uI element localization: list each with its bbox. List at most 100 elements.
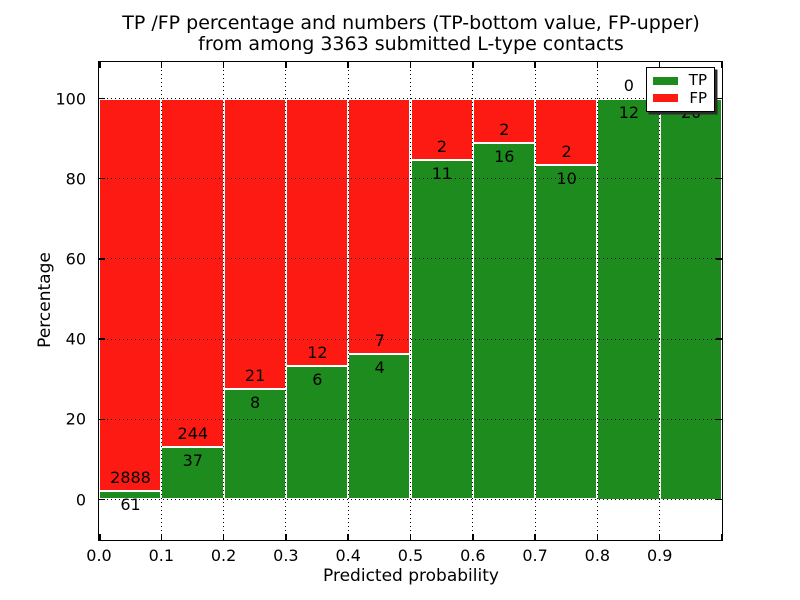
grid-line-vertical [285, 62, 287, 540]
tp-count-label: 16 [494, 147, 515, 167]
tp-count-label: 8 [250, 392, 261, 412]
legend: TP FP [646, 67, 715, 112]
fp-count-label: 21 [244, 365, 266, 385]
grid-line-horizontal [99, 258, 722, 260]
y-tick-mark [99, 177, 105, 180]
x-tick-mark [472, 62, 474, 68]
grid-line-vertical [659, 62, 661, 540]
bars-layer [99, 62, 722, 540]
tp-count-label: 6 [312, 369, 323, 389]
legend-item-tp: TP [653, 72, 707, 90]
legend-swatch-tp [653, 76, 678, 85]
x-tick-mark [472, 534, 474, 540]
x-tick-label: 0.1 [148, 546, 175, 565]
legend-item-fp: FP [653, 90, 707, 108]
x-tick-label: 0.7 [522, 546, 548, 565]
tp-count-label: 10 [556, 169, 577, 189]
x-tick-mark [285, 534, 287, 540]
y-tick-mark [99, 498, 105, 501]
grid-line-vertical [472, 62, 474, 540]
x-tick-label: 0.2 [210, 546, 237, 565]
y-tick-label: 100 [55, 89, 86, 108]
x-tick-mark [596, 534, 599, 540]
tp-bar-segment [659, 98, 722, 500]
grid-line-horizontal [99, 418, 722, 420]
plot-area: 2888612443721812674211216210012020 [98, 61, 723, 541]
y-tick-mark [716, 418, 722, 421]
ticks-layer [99, 62, 722, 540]
tp-bar-segment [285, 365, 349, 500]
tp-count-label: 11 [431, 164, 453, 184]
tp-count-label: 12 [618, 102, 640, 122]
grid-layer [99, 62, 722, 540]
y-tick-mark [716, 177, 722, 180]
y-tick-label: 60 [65, 249, 86, 269]
grid-line-vertical [347, 62, 349, 540]
tp-bar-segment [223, 388, 286, 500]
x-tick-label: 0.6 [460, 546, 486, 565]
y-tick-mark [99, 97, 105, 100]
y-tick-label: 40 [65, 329, 86, 349]
fp-bar-segment [223, 98, 286, 389]
y-tick-mark [99, 418, 105, 421]
x-tick-mark [285, 62, 287, 68]
chart-title: TP /FP percentage and numbers (TP-bottom… [98, 13, 724, 55]
x-tick-label: 0.0 [86, 546, 112, 565]
tp-bar-segment [472, 143, 536, 500]
bar-labels-layer: 2888612443721812674211216210012020 [99, 62, 722, 540]
grid-line-vertical [223, 62, 225, 540]
chart-title-line2: from among 3363 submitted L-type contact… [198, 33, 624, 55]
x-tick-mark [658, 534, 661, 540]
legend-label-tp: TP [688, 71, 707, 90]
x-tick-mark [409, 534, 412, 540]
chart-title-line1: TP /FP percentage and numbers (TP-bottom… [122, 12, 700, 34]
y-tick-mark [716, 498, 722, 501]
x-tick-mark [347, 534, 349, 540]
tp-count-label: 37 [182, 450, 203, 470]
fp-count-label: 7 [374, 330, 385, 350]
x-tick-mark [160, 62, 163, 68]
fp-count-label: 2888 [110, 468, 151, 488]
fp-count-label: 2 [499, 120, 510, 140]
grid-line-horizontal [99, 499, 722, 500]
y-tick-label: 20 [65, 409, 86, 429]
y-tick-mark [716, 97, 722, 100]
fp-bar-segment [410, 98, 473, 161]
tp-bar-segment [410, 160, 473, 500]
tp-count-label: 4 [374, 357, 385, 377]
grid-line-vertical [596, 62, 598, 540]
x-tick-mark [160, 534, 163, 540]
fp-bar-segment [99, 98, 162, 492]
y-tick-mark [716, 338, 722, 340]
x-tick-mark [99, 534, 101, 540]
x-tick-label: 0.3 [273, 546, 299, 565]
y-tick-labels: 0 20 40 60 80 100 [40, 62, 92, 540]
tp-bar-segment [535, 165, 598, 500]
x-tick-mark [596, 62, 599, 68]
grid-line-horizontal [99, 98, 722, 99]
fp-bar-segment [285, 98, 349, 366]
x-tick-label: 0.4 [335, 546, 361, 565]
x-tick-mark [534, 534, 536, 540]
x-tick-mark [534, 62, 536, 68]
x-tick-mark [720, 534, 722, 540]
fp-count-label: 2 [436, 137, 448, 157]
tp-bar-segment [348, 353, 411, 500]
fp-count-label: 244 [177, 423, 209, 443]
legend-label-fp: FP [689, 88, 707, 107]
legend-swatch-fp [653, 94, 678, 103]
x-tick-label: 0.8 [584, 546, 611, 565]
fp-bar-segment [535, 98, 598, 166]
fp-count-label: 12 [307, 342, 328, 362]
y-tick-label: 0 [75, 490, 86, 509]
y-tick-label: 80 [65, 169, 86, 189]
grid-line-horizontal [99, 338, 722, 340]
x-tick-label: 0.9 [646, 546, 673, 565]
x-tick-label: 0.5 [397, 546, 424, 565]
tp-bar-segment [597, 98, 660, 500]
grid-line-horizontal [99, 178, 722, 180]
y-tick-mark [716, 258, 722, 260]
y-tick-mark [99, 258, 105, 260]
tp-count-label: 61 [120, 495, 141, 515]
